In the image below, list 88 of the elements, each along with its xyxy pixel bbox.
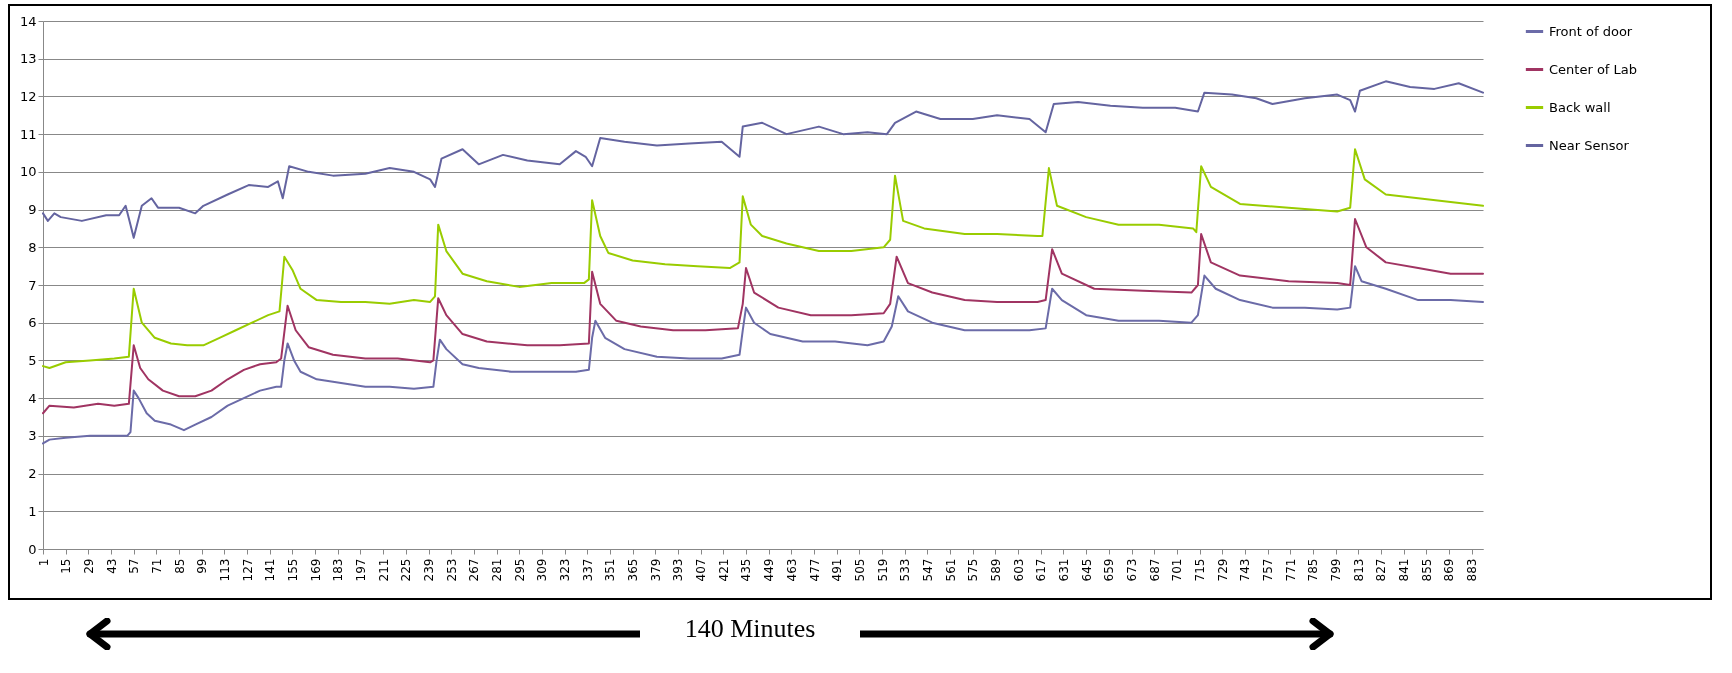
line-series: [42, 265, 1484, 445]
y-tick-label: 9: [28, 202, 37, 218]
x-tick-label: 603: [1011, 558, 1026, 582]
y-tick-label: 4: [28, 390, 37, 406]
y-tick-label: 8: [28, 239, 37, 255]
x-tick-label: 491: [830, 558, 845, 582]
x-tick-label: 99: [195, 558, 210, 574]
line-series: [42, 218, 1484, 415]
x-tick-label: 757: [1261, 558, 1276, 582]
x-tick-label: 771: [1283, 558, 1298, 582]
y-tick-label: 10: [19, 164, 37, 180]
x-tick-label: 239: [422, 558, 437, 582]
x-tick-label: 841: [1397, 558, 1412, 582]
x-tick-label: 309: [535, 558, 550, 582]
x-tick-label: 141: [263, 558, 278, 582]
x-tick-label: 211: [376, 558, 391, 582]
x-tick-label: 743: [1238, 558, 1253, 582]
x-tick-label: 29: [81, 558, 96, 574]
y-tick-label: 13: [19, 51, 37, 67]
x-tick-label: 197: [353, 558, 368, 582]
legend-label: Center of Lab: [1549, 61, 1638, 77]
x-tick-label: 169: [308, 558, 323, 582]
x-tick-label: 155: [285, 558, 300, 582]
legend-label: Back wall: [1549, 99, 1611, 115]
x-tick-label: 365: [626, 558, 641, 582]
x-tick-label: 813: [1351, 558, 1366, 582]
x-tick-label: 393: [671, 558, 686, 582]
x-tick-label: 701: [1170, 558, 1185, 582]
x-tick-label: 533: [898, 558, 913, 582]
x-tick-label: 253: [444, 558, 459, 582]
legend-label: Front of door: [1549, 23, 1633, 39]
x-tick-label: 463: [784, 558, 799, 582]
y-tick-label: 14: [19, 13, 37, 29]
x-tick-label: 323: [558, 558, 573, 582]
line-series: [42, 80, 1484, 239]
x-tick-label: 561: [943, 558, 958, 582]
y-tick-label: 2: [28, 466, 37, 482]
x-tick-label: 71: [149, 558, 164, 574]
x-tick-label: 785: [1306, 558, 1321, 582]
x-tick-label: 57: [127, 558, 142, 574]
y-tick-label: 6: [28, 315, 37, 331]
y-tick-label: 5: [28, 352, 37, 368]
x-tick-label: 113: [217, 558, 232, 582]
x-tick-label: 547: [920, 558, 935, 582]
x-tick-label: 687: [1147, 558, 1162, 582]
x-tick-label: 631: [1056, 558, 1071, 582]
x-tick-label: 43: [104, 558, 119, 574]
y-tick-label: 11: [19, 126, 37, 142]
x-tick-label: 225: [399, 558, 414, 582]
x-tick-label: 729: [1215, 558, 1230, 582]
x-tick-label: 477: [807, 558, 822, 582]
x-tick-label: 435: [739, 558, 754, 582]
x-tick-label: 183: [331, 558, 346, 582]
x-tick-label: 575: [966, 558, 981, 582]
x-tick-label: 505: [852, 558, 867, 582]
x-tick-label: 15: [59, 558, 74, 574]
x-tick-label: 827: [1374, 558, 1389, 582]
x-tick-label: 295: [512, 558, 527, 582]
x-tick-label: 659: [1102, 558, 1117, 582]
x-tick-label: 407: [694, 558, 709, 582]
x-tick-label: 715: [1193, 558, 1208, 582]
x-tick-label: 855: [1419, 558, 1434, 582]
x-tick-label: 127: [240, 558, 255, 582]
x-tick-label: 85: [172, 558, 187, 574]
x-tick-label: 869: [1442, 558, 1457, 582]
x-tick-label: 883: [1465, 558, 1480, 582]
x-tick-label: 589: [988, 558, 1003, 582]
x-tick-label: 267: [467, 558, 482, 582]
x-tick-label: 519: [875, 558, 890, 582]
x-tick-label: 673: [1125, 558, 1139, 582]
x-tick-label: 421: [716, 558, 731, 582]
text: 140 Minutes: [640, 614, 860, 644]
x-tick-label: 379: [648, 558, 663, 582]
x-tick-label: 281: [490, 558, 505, 582]
x-tick-label: 799: [1329, 558, 1344, 582]
y-tick-label: 3: [28, 428, 37, 444]
line-series: [42, 148, 1484, 369]
x-tick-label: 1: [36, 558, 51, 567]
y-tick-label: 1: [28, 503, 37, 519]
y-tick-label: 12: [19, 88, 37, 104]
x-tick-label: 337: [580, 558, 595, 582]
x-tick-label: 449: [762, 558, 777, 582]
y-tick-label: 0: [28, 541, 37, 557]
y-tick-label: 7: [28, 277, 37, 293]
legend-label: Near Sensor: [1549, 137, 1630, 153]
x-tick-label: 351: [603, 558, 618, 582]
x-tick-label: 617: [1034, 558, 1049, 582]
x-tick-label: 645: [1079, 558, 1094, 582]
